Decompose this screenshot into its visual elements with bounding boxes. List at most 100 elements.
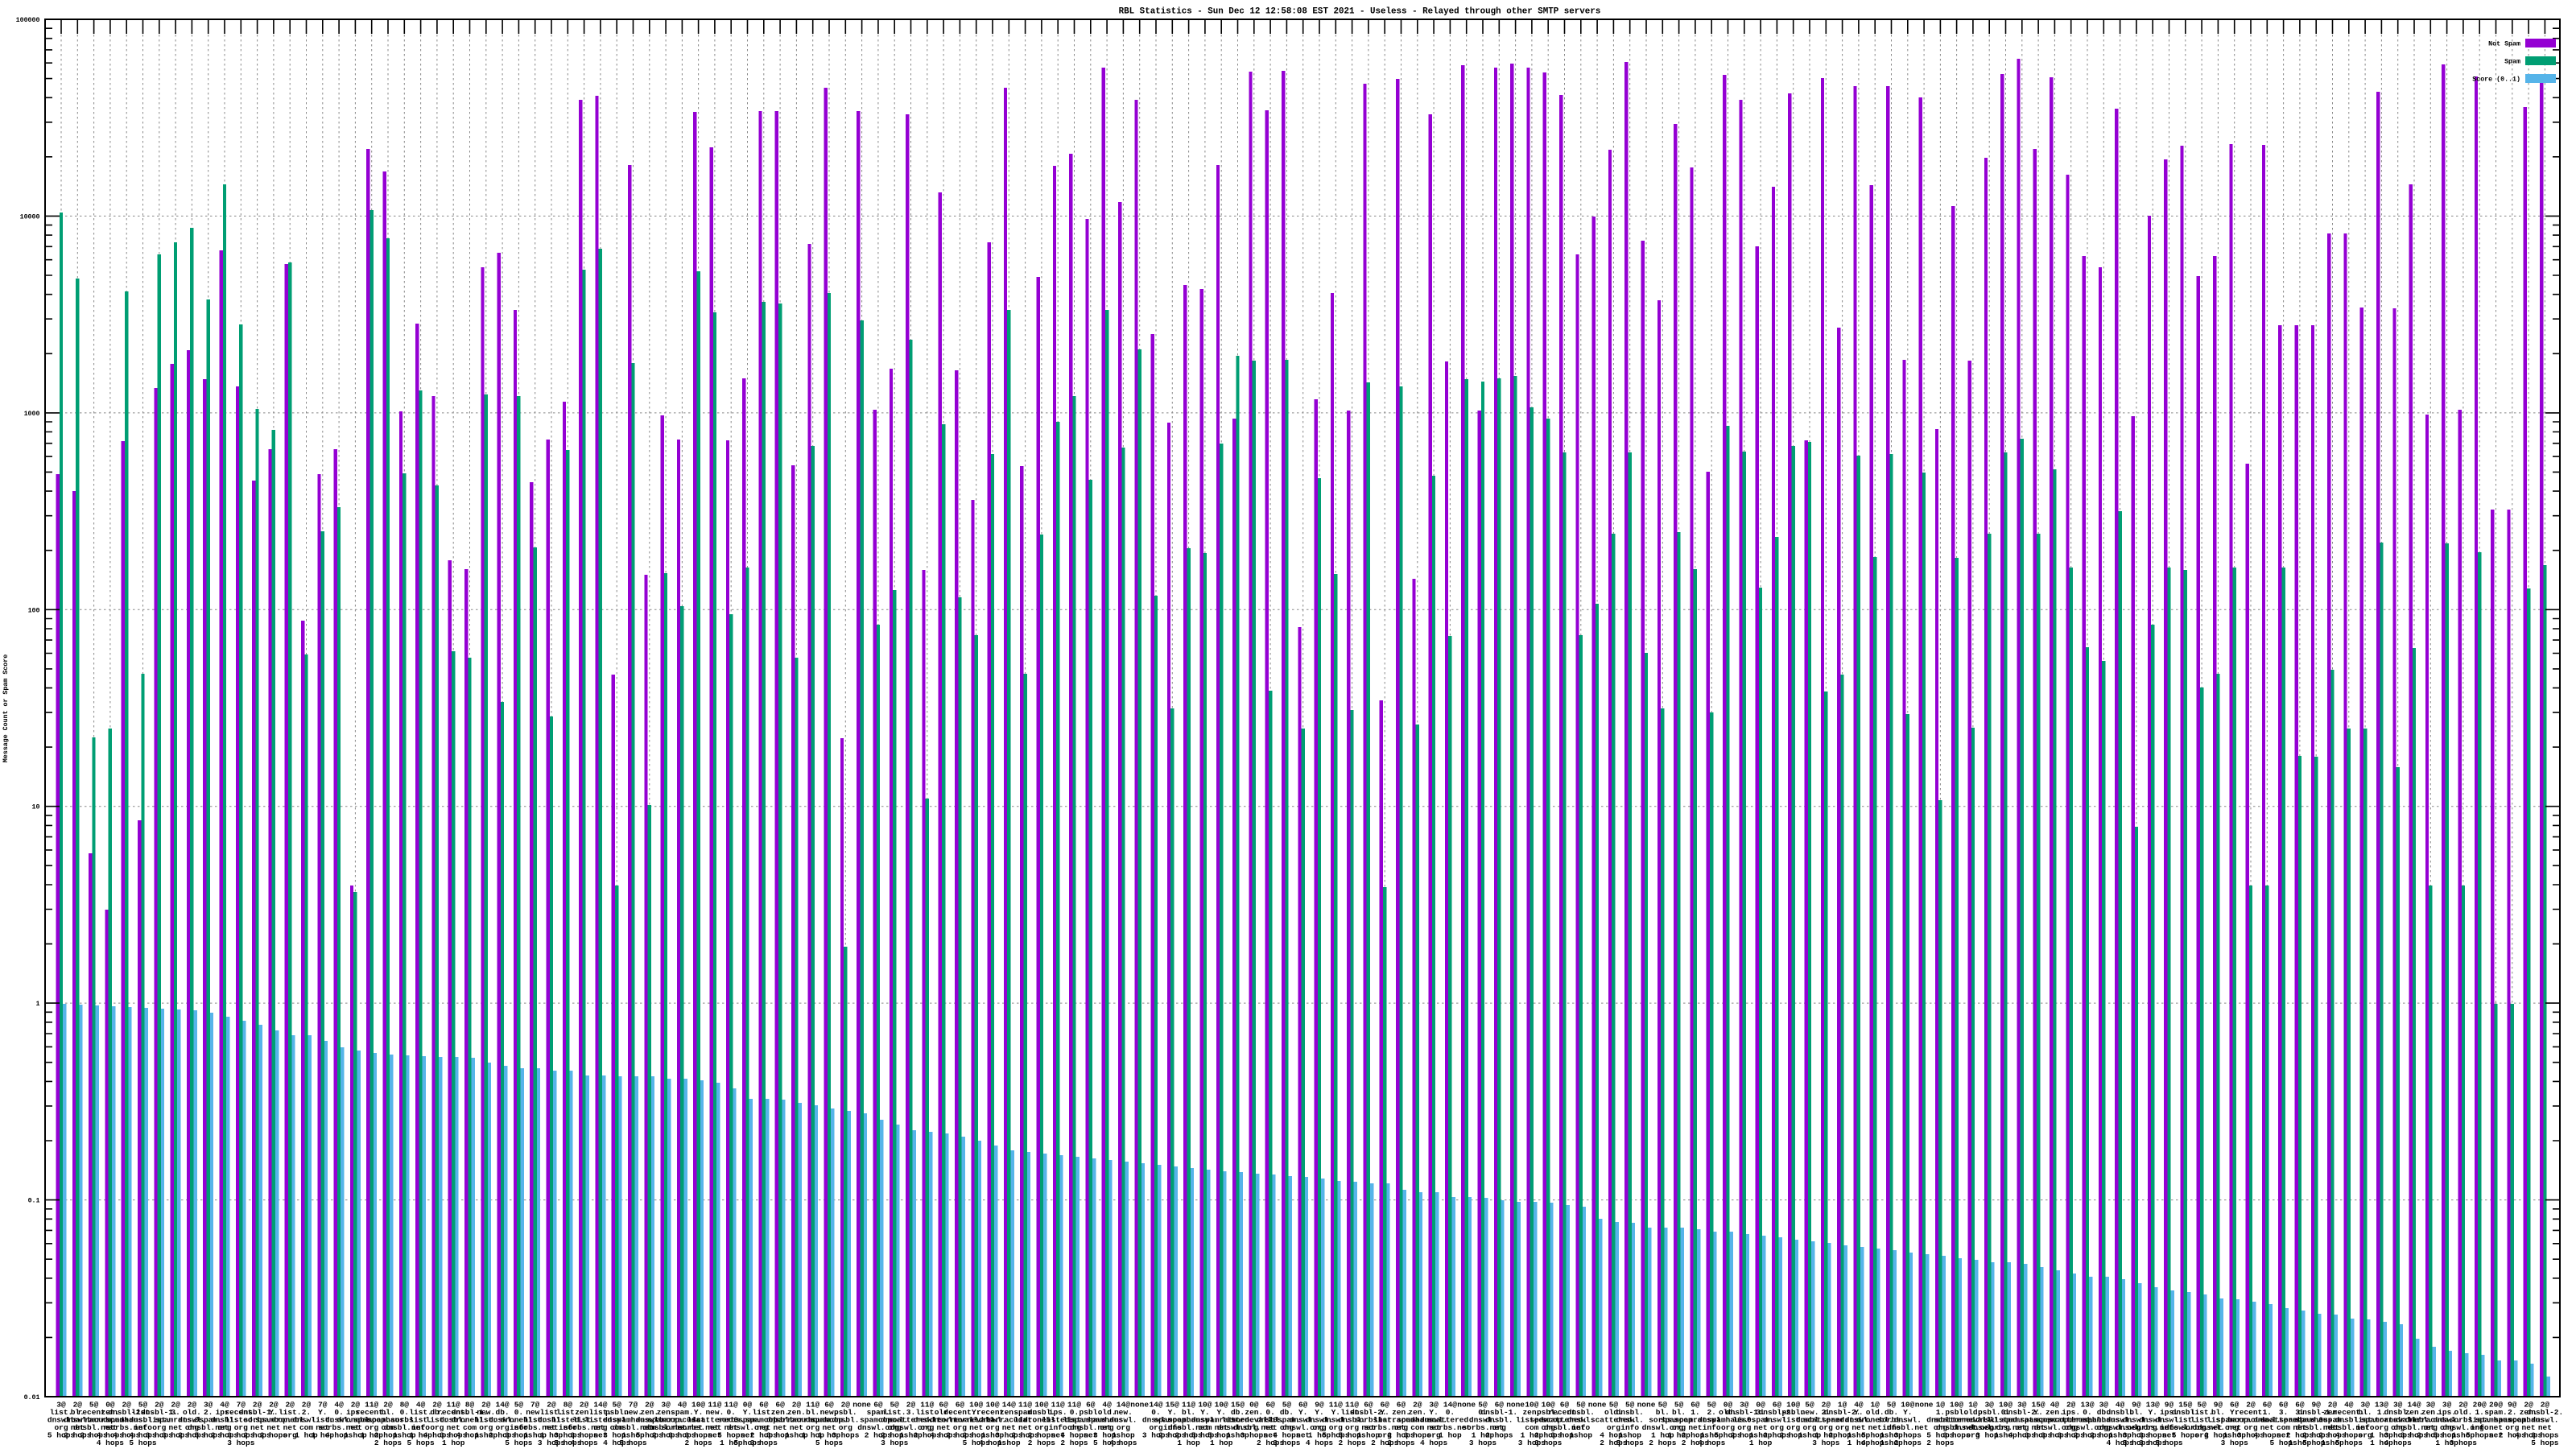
svg-text:11@: 11@ (1051, 1401, 1065, 1410)
svg-text:net: net (741, 1431, 754, 1440)
svg-text:6@: 6@ (956, 1401, 965, 1410)
svg-text:net: net (169, 1423, 183, 1432)
svg-text:dnsbl.: dnsbl. (1796, 1416, 1823, 1425)
svg-text:3 hops: 3 hops (2450, 1439, 2478, 1447)
svg-text:5 hops: 5 hops (2466, 1431, 2494, 1440)
svg-text:5@: 5@ (138, 1401, 148, 1410)
svg-text:recent.: recent. (1549, 1408, 1581, 1417)
svg-text:zen.: zen. (1392, 1408, 1410, 1417)
svg-text:info: info (2356, 1423, 2375, 1432)
svg-text:dnsbl.net: dnsbl.net (1544, 1423, 1585, 1432)
svg-text:4@: 4@ (220, 1401, 229, 1410)
svg-text:dnswl.: dnswl. (1763, 1416, 1790, 1425)
svg-text:bl.: bl. (1672, 1408, 1686, 1417)
svg-text:dnsbl.net: dnsbl.net (1887, 1423, 1928, 1432)
svg-text:10@: 10@ (1786, 1401, 1800, 1410)
svg-text:list.: list. (148, 1416, 171, 1425)
svg-text:bl.: bl. (2359, 1408, 2372, 1417)
svg-text:bl.: bl. (806, 1408, 819, 1417)
svg-text:spamrats.: spamrats. (1201, 1416, 1242, 1425)
svg-text:Y.: Y. (1380, 1408, 1389, 1417)
svg-text:org: org (217, 1423, 231, 1432)
svg-text:2 hops: 2 hops (1011, 1431, 1039, 1440)
svg-text:4 hops: 4 hops (1109, 1439, 1137, 1447)
svg-text:dnswl.: dnswl. (979, 1416, 1006, 1425)
svg-text:dnswl.: dnswl. (2106, 1416, 2133, 1425)
svg-text:10@: 10@ (1198, 1401, 1212, 1410)
svg-text:Y.: Y. (1168, 1408, 1177, 1417)
svg-text:dronebl.: dronebl. (1856, 1416, 1893, 1425)
svg-text:barracuda.: barracuda. (986, 1416, 1032, 1425)
svg-text:5@: 5@ (1674, 1401, 1684, 1410)
svg-text:13@: 13@ (2146, 1401, 2160, 1410)
svg-text:sorbs.net: sorbs.net (678, 1423, 719, 1432)
svg-text:2 hops: 2 hops (1060, 1439, 1088, 1447)
svg-text:dnswl.: dnswl. (1469, 1416, 1496, 1425)
svg-text:dnswl.: dnswl. (489, 1416, 516, 1425)
svg-text:scattered.: scattered. (1591, 1416, 1637, 1425)
svg-text:14@: 14@ (496, 1401, 510, 1410)
svg-text:4 hops: 4 hops (325, 1431, 353, 1440)
svg-text:bl.: bl. (71, 1408, 85, 1417)
svg-text:spamhaus.: spamhaus. (2279, 1416, 2320, 1425)
svg-text:net: net (2489, 1431, 2503, 1440)
svg-text:barracuda.: barracuda. (790, 1416, 836, 1425)
svg-text:2 hops: 2 hops (1682, 1439, 1710, 1447)
svg-text:recent.: recent. (2235, 1408, 2267, 1417)
svg-text:list.: list. (409, 1408, 432, 1417)
svg-text:net: net (2260, 1423, 2274, 1432)
svg-text:11@: 11@ (1018, 1401, 1032, 1410)
svg-text:net: net (1051, 1431, 1065, 1440)
svg-text:spamhaus.: spamhaus. (2475, 1416, 2516, 1425)
svg-text:net: net (1688, 1423, 1702, 1432)
svg-text:old.: old. (1098, 1408, 1117, 1417)
svg-text:net: net (774, 1423, 787, 1432)
svg-text:1 hop: 1 hop (475, 1431, 498, 1440)
svg-text:dnsbl.: dnsbl. (1028, 1408, 1055, 1417)
svg-text:list.: list. (475, 1416, 498, 1425)
svg-text:zen.: zen. (2421, 1408, 2440, 1417)
svg-text:0spam.: 0spam. (2318, 1416, 2346, 1425)
svg-text:info: info (1620, 1423, 1639, 1432)
svg-text:3 hops: 3 hops (2237, 1431, 2265, 1440)
svg-text:0@: 0@ (105, 1401, 115, 1410)
svg-text:2 hops: 2 hops (1387, 1431, 1415, 1440)
svg-text:2 hops: 2 hops (1926, 1439, 1955, 1447)
svg-text:dnsbl.: dnsbl. (538, 1416, 565, 1425)
svg-text:0@: 0@ (1756, 1401, 1765, 1410)
svg-text:dnswl.org: dnswl.org (1952, 1423, 1994, 1432)
svg-text:zen.: zen. (1245, 1408, 1263, 1417)
svg-text:bl.: bl. (1182, 1408, 1195, 1417)
svg-text:dnswl.: dnswl. (1142, 1416, 1170, 1425)
svg-text:none: none (1457, 1401, 1476, 1410)
svg-text:15@: 15@ (2178, 1401, 2192, 1410)
svg-text:net: net (724, 1423, 738, 1432)
svg-text:list.: list. (753, 1408, 776, 1417)
svg-text:dnswl.: dnswl. (1894, 1416, 1922, 1425)
svg-text:sorbs.net: sorbs.net (1364, 1423, 1406, 1432)
svg-text:org: org (920, 1423, 934, 1432)
svg-text:5 hops: 5 hops (1616, 1439, 1645, 1447)
svg-text:list.: list. (2468, 1416, 2491, 1425)
svg-text:info: info (2160, 1423, 2178, 1432)
svg-text:11@: 11@ (708, 1401, 721, 1410)
svg-text:net: net (708, 1423, 721, 1432)
svg-text:4 hops: 4 hops (2384, 1439, 2413, 1447)
svg-text:dnswl.: dnswl. (292, 1416, 320, 1425)
svg-text:1 hop: 1 hop (899, 1431, 923, 1440)
svg-text:dnsbl.net: dnsbl.net (188, 1423, 229, 1432)
svg-text:dnswl.: dnswl. (1616, 1416, 1644, 1425)
svg-text:5@: 5@ (1576, 1401, 1586, 1410)
svg-text:list.: list. (523, 1416, 547, 1425)
svg-text:sorbs.: sorbs. (1649, 1416, 1676, 1425)
svg-text:0spam.: 0spam. (195, 1416, 222, 1425)
svg-text:1 hop: 1 hop (720, 1439, 743, 1447)
svg-text:0.: 0. (1070, 1408, 1079, 1417)
svg-text:5 hops: 5 hops (1093, 1439, 1121, 1447)
svg-text:Not Spam: Not Spam (2488, 41, 2520, 48)
svg-text:dnsbl.: dnsbl. (832, 1416, 859, 1425)
svg-text:org: org (2015, 1423, 2029, 1432)
svg-text:net: net (2538, 1423, 2552, 1432)
svg-text:3 hops: 3 hops (146, 1431, 174, 1440)
svg-text:psbl.: psbl. (1945, 1408, 1968, 1417)
